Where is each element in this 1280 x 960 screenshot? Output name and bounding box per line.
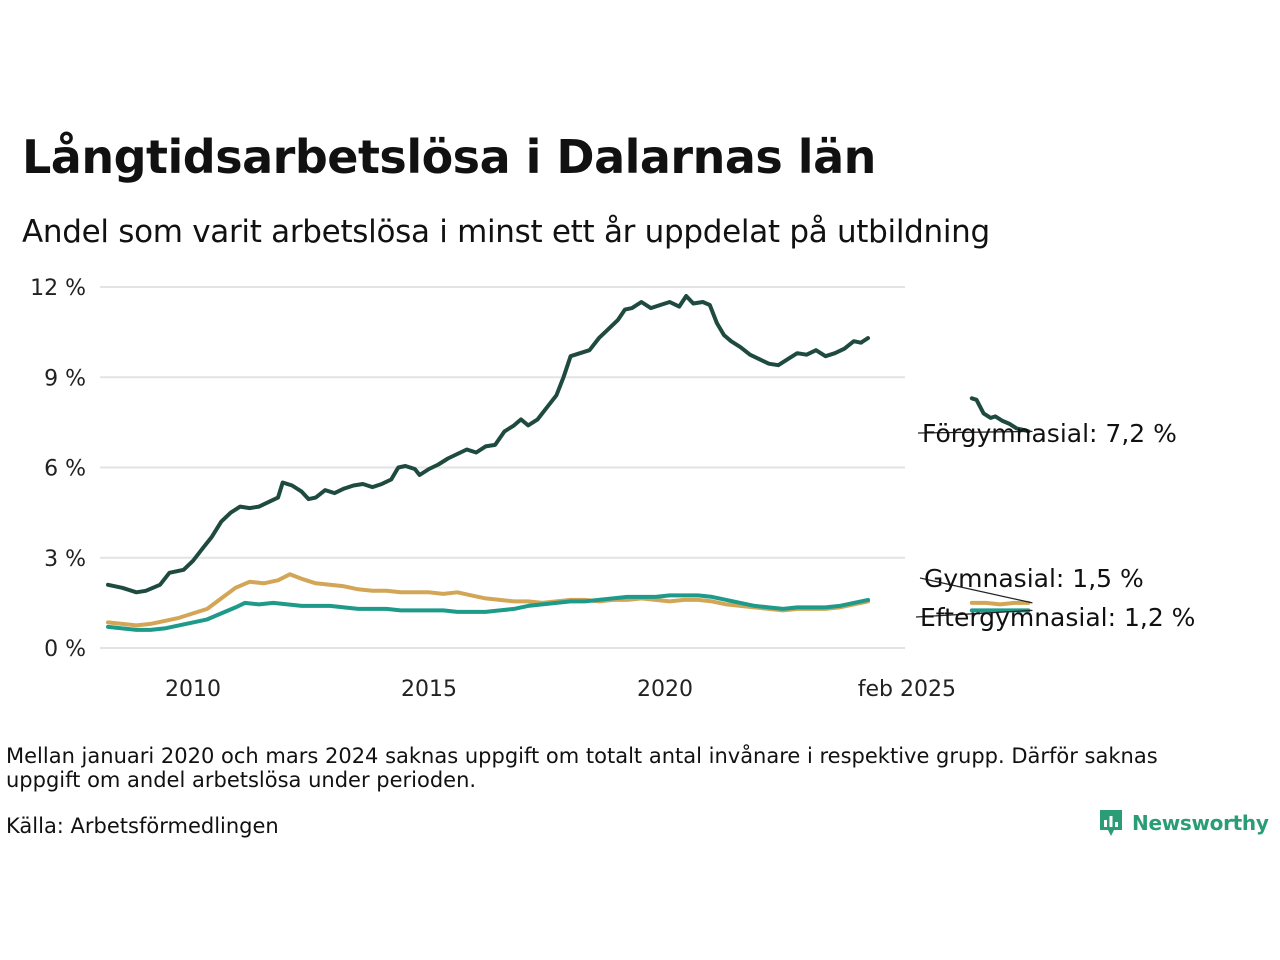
leader-line [915,609,1033,618]
y-tick-label: 6 % [44,457,86,482]
series-line-forgymnasial [969,396,1031,434]
chart-subtitle: Andel som varit arbetslösa i minst ett å… [22,214,990,250]
leader-line [917,430,1033,434]
y-tick-label: 12 % [30,276,86,301]
end-label-forgymnasial: Förgymnasial: 7,2 % [922,419,1177,448]
footnote: Mellan januari 2020 och mars 2024 saknas… [6,744,1158,792]
grid-lines [100,286,905,649]
series-lines [106,294,1031,632]
source-text: Källa: Arbetsförmedlingen [6,814,279,838]
series-line-gymnasial [969,600,1031,607]
newsworthy-logo-icon [1100,810,1122,836]
x-tick-label: 2020 [637,677,693,702]
logo-text: Newsworthy [1132,811,1269,835]
end-label-gymnasial: Gymnasial: 1,5 % [924,564,1144,593]
series-line-forgymnasial [106,294,870,595]
leader-line [919,577,1033,604]
chart-title: Långtidsarbetslösa i Dalarnas län [22,130,876,184]
end-label-eftergymnasial: Eftergymnasial: 1,2 % [920,603,1195,632]
end-labels: Förgymnasial: 7,2 % Gymnasial: 1,5 % Efter… [915,419,1195,632]
line-chart: 0 % 3 % 6 % 9 % 12 % 2010 2015 2020 feb 2025 Fö… [30,276,1195,702]
x-axis-tick-labels: 2010 2015 2020 feb 2025 [165,677,956,702]
x-tick-label: 2010 [165,677,221,702]
y-tick-label: 0 % [44,637,86,662]
series-line-eftergymnasial [106,593,870,632]
x-tick-label: 2015 [401,677,457,702]
newsworthy-logo: Newsworthy [1098,808,1269,838]
y-axis-tick-labels: 0 % 3 % 6 % 9 % 12 % [30,276,86,662]
series-line-gymnasial [106,572,870,628]
x-tick-label: feb 2025 [858,677,956,702]
y-tick-label: 9 % [44,366,86,391]
y-tick-label: 3 % [44,547,86,572]
